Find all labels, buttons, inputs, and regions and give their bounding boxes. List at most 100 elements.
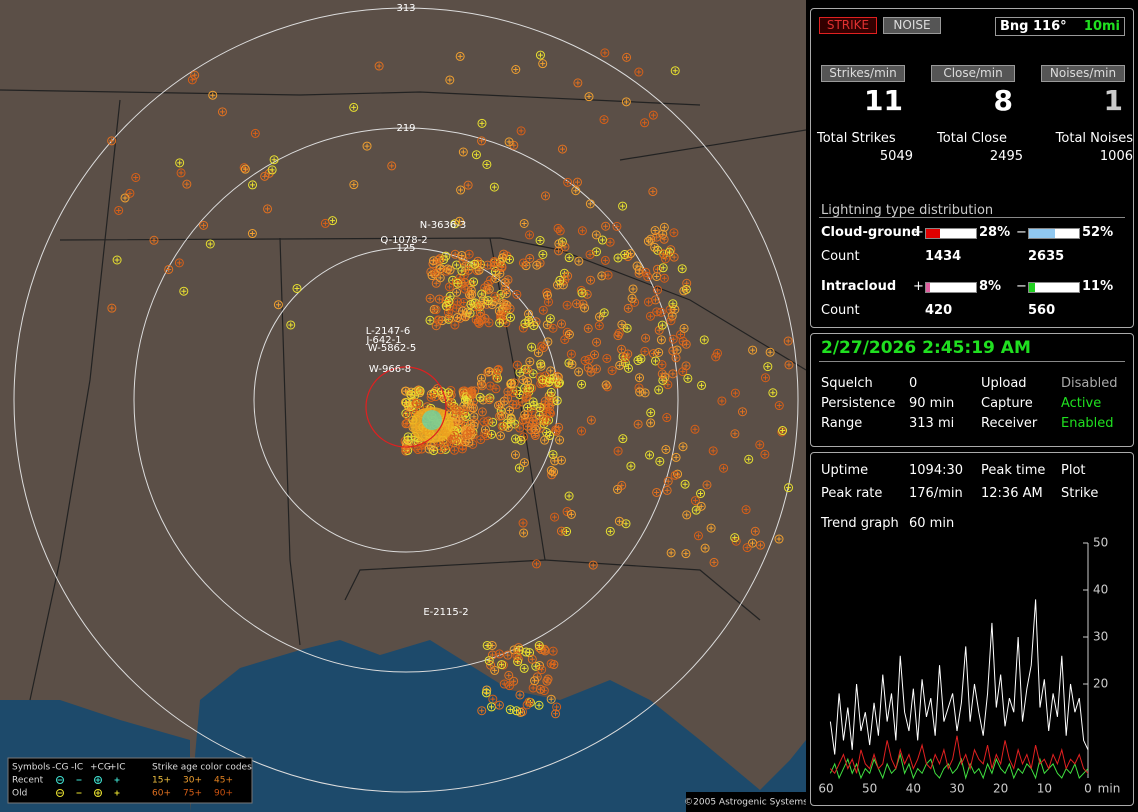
strike-symbol: [699, 335, 709, 345]
strike-symbol: [654, 385, 664, 395]
strike-ring: [621, 519, 631, 529]
strike-symbol: [511, 65, 521, 75]
strike-sign: [552, 458, 558, 464]
strike-sign: [551, 469, 557, 475]
strike-ring: [527, 407, 537, 417]
strike-sign: [557, 277, 563, 283]
strike-ring: [535, 50, 545, 60]
strike-symbol: [435, 254, 445, 264]
strike-sign: [443, 253, 449, 259]
strike-symbol: [511, 434, 521, 444]
strike-symbol: [149, 235, 159, 245]
strike-symbol: [474, 318, 484, 328]
strike-symbol: [546, 659, 556, 669]
strike-symbol: [484, 656, 494, 666]
strike-symbol: [656, 335, 666, 345]
strike-symbol: [475, 308, 485, 318]
strike-symbol: [452, 260, 462, 270]
copyright: ©2005 Astrogenic Systems: [684, 798, 806, 808]
strike-symbol: [659, 234, 669, 244]
strike-symbol: [583, 323, 593, 333]
strike-ring: [505, 681, 515, 691]
strike-ring: [426, 392, 436, 402]
strike-symbol: [526, 425, 536, 435]
range-ring: [13, 7, 799, 793]
strike-sign: [537, 238, 543, 244]
strike-symbol: [406, 390, 416, 400]
strike-ring: [566, 509, 576, 519]
strike-button[interactable]: STRIKE: [819, 17, 877, 34]
strike-sign: [467, 292, 473, 298]
strike-symbol: [481, 688, 491, 698]
strike-ring: [362, 141, 372, 151]
strike-sign: [588, 277, 594, 283]
strike-symbol: [529, 400, 539, 410]
strike-ring: [473, 256, 483, 266]
strike-ring: [621, 97, 631, 107]
strike-ring: [553, 372, 563, 382]
strike-sign: [663, 446, 669, 452]
noise-button[interactable]: NOISE: [883, 17, 941, 34]
strike-symbol: [640, 118, 650, 128]
strike-sign: [602, 50, 608, 56]
strike-sign: [739, 409, 745, 415]
strike-ring: [349, 180, 359, 190]
strike-symbol: [523, 365, 533, 375]
strike-sign: [520, 377, 526, 383]
rate-value: 8: [993, 84, 1013, 117]
strike-sign: [636, 267, 642, 273]
strike-sign: [478, 437, 484, 443]
map: ©2005 Astrogenic Systems Symbols Recent Ol…: [0, 0, 806, 812]
strike-sign: [528, 427, 534, 433]
strike-symbol: [641, 333, 651, 343]
strike-sign: [446, 284, 452, 290]
strike-sign: [565, 179, 571, 185]
stat-cell: 12:36 AM: [981, 486, 1043, 501]
strike-symbol: [748, 345, 758, 355]
strike-sign: [459, 446, 465, 452]
count-label: Count: [821, 303, 860, 318]
strike-symbol: [564, 329, 574, 339]
strike-sign: [637, 389, 643, 395]
strike-sign: [507, 256, 513, 262]
strike-ring: [658, 263, 668, 273]
strike-symbol: [434, 294, 444, 304]
strike-ring: [617, 344, 627, 354]
strike-sign: [489, 302, 495, 308]
strike-ring: [495, 431, 505, 441]
strike-symbol: [541, 191, 551, 201]
strike-ring: [555, 226, 565, 236]
strike-ring: [655, 456, 665, 466]
strike-symbol: [530, 676, 540, 686]
strike-sign: [670, 336, 676, 342]
strike-symbol: [784, 483, 794, 493]
strike-ring: [469, 277, 479, 287]
strike-ring: [664, 247, 674, 257]
strike-symbol: [349, 180, 359, 190]
strike-ring: [697, 380, 707, 390]
strike-sign: [496, 651, 502, 657]
strike-sign: [548, 661, 554, 667]
strike-sign: [672, 472, 678, 478]
strike-sign: [620, 203, 626, 209]
strike-ring: [482, 159, 492, 169]
strike-sign: [479, 383, 485, 389]
strike-sign: [593, 232, 599, 238]
strike-sign: [601, 117, 607, 123]
strike-symbol: [580, 356, 590, 366]
strike-ring: [489, 297, 499, 307]
strike-symbol: [717, 396, 727, 406]
strike-sign: [433, 323, 439, 329]
strike-sign: [770, 390, 776, 396]
strike-ring: [554, 422, 564, 432]
strike-sign: [614, 223, 620, 229]
strike-sign: [615, 448, 621, 454]
strike-sign: [562, 337, 568, 343]
strike-symbol: [543, 674, 553, 684]
strike-symbol: [176, 168, 186, 178]
strike-sign: [505, 277, 511, 283]
strike-ring: [491, 273, 501, 283]
legend-text: Strike age color codes: [152, 763, 252, 773]
count: 420: [925, 303, 953, 318]
strike-sign: [479, 409, 485, 415]
